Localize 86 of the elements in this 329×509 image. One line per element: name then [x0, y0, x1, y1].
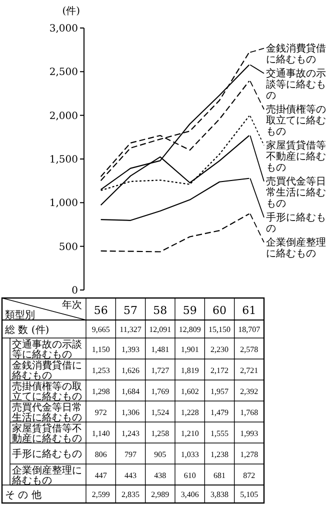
data-label: 1,727 [151, 366, 170, 375]
data-label: 2,721 [240, 366, 258, 375]
x-tick-label: 61 [242, 304, 256, 317]
text: 売掛債権等の取立てに絡むもの [266, 103, 326, 138]
data-label: 2,392 [240, 387, 258, 396]
x-tick-label: 58 [153, 304, 168, 317]
legend-label: 金銭消費貸借に絡むもの [266, 42, 326, 66]
data-label: 1,210 [180, 429, 199, 438]
data-label: 1,524 [151, 408, 170, 417]
data-label: 1,278 [240, 450, 258, 459]
text: 2,835 [122, 490, 140, 499]
y-tick-label: 500 [58, 242, 78, 253]
y-tick-label: 2,000 [49, 110, 78, 122]
data-label: 1,819 [180, 366, 199, 375]
y-axis-title: (件) [62, 6, 80, 17]
data-label: 1,479 [210, 408, 228, 417]
data-label: 1,768 [240, 408, 258, 417]
text: 11,327 [120, 325, 142, 334]
y-tick-label: 1,000 [49, 198, 78, 210]
data-label: 1,150 [92, 345, 110, 354]
x-tick-label: 59 [182, 304, 197, 317]
text: 年次 [62, 299, 82, 311]
data-label: 1,258 [151, 429, 170, 438]
data-label: 1,243 [122, 429, 140, 438]
text: 企業倒産整理に絡むもの [12, 466, 82, 486]
x-tick-label: 56 [94, 304, 108, 317]
data-label: 806 [94, 450, 107, 459]
text: 売買代金等日常生活に絡むもの [266, 175, 326, 210]
data-label: 447 [94, 471, 107, 480]
data-label: 972 [94, 408, 107, 417]
y-tick-label: 0 [72, 286, 78, 296]
data-label: 1,298 [92, 387, 110, 396]
data-label: 1,393 [122, 345, 140, 354]
data-label: 1,602 [180, 387, 199, 396]
text: 9,665 [92, 325, 110, 334]
data-label: 443 [124, 471, 136, 480]
data-label: 1,957 [210, 387, 228, 396]
data-label: 1,993 [240, 429, 258, 438]
text: そ の 他 [5, 489, 42, 501]
data-label: 681 [214, 471, 226, 480]
text: 企業倒産整理に絡むもの [266, 236, 326, 260]
text: 手形に絡むもの [266, 211, 326, 234]
y-tick-label: 2,500 [49, 67, 78, 78]
data-label: 1,140 [92, 429, 110, 438]
text: 12,809 [178, 325, 201, 334]
text: 手形に絡むもの [12, 449, 82, 460]
data-label: 1,901 [180, 345, 199, 354]
text: 売買代金等日常生活に絡むもの [12, 402, 82, 424]
text: 交通事故の示談等に絡むもの [12, 340, 82, 360]
data-label: 1,555 [210, 429, 228, 438]
text: 18,707 [238, 325, 260, 334]
text: 3,406 [180, 490, 199, 499]
text: 家屋賃貸借等不動産に絡むもの [12, 424, 82, 444]
y-tick-label: 1,500 [49, 154, 78, 166]
data-label: 1,033 [180, 450, 199, 459]
text: 15,150 [208, 325, 230, 334]
data-label: 1,481 [151, 345, 170, 354]
x-tick-label: 60 [212, 304, 226, 317]
data-label: 1,626 [122, 366, 140, 375]
text: 2,989 [151, 490, 170, 499]
text: 類型別 [5, 309, 35, 321]
data-label: 1,684 [122, 387, 140, 396]
legend-label: 交通事故の示談等に絡むもの [266, 67, 326, 102]
data-label: 1,769 [151, 387, 170, 396]
x-tick-label: 57 [124, 304, 138, 317]
y-tick-label: 3,000 [49, 24, 78, 34]
data-label: 1,238 [210, 450, 228, 459]
data-label: 797 [124, 450, 136, 459]
text: 12,091 [149, 325, 172, 334]
data-label: 2,230 [210, 345, 228, 354]
text: 3,838 [210, 490, 228, 499]
data-label: 1,253 [92, 366, 110, 375]
text: 売掛債権等の取立てに絡むもの [12, 382, 82, 402]
data-label: 610 [184, 471, 196, 480]
text: 総 数 (件) [4, 324, 50, 336]
data-label: 1,228 [180, 408, 199, 417]
data-label: 2,172 [210, 366, 228, 375]
data-label: 905 [154, 450, 166, 459]
data-label: 1,306 [122, 408, 140, 417]
text: 5,105 [240, 490, 258, 499]
data-label: 438 [154, 471, 166, 480]
data-label: 872 [243, 471, 256, 480]
text: 2,599 [92, 490, 110, 499]
text: 家屋賃貸借等不動産に絡むもの [266, 139, 326, 174]
data-label: 2,578 [240, 345, 258, 354]
text: 金銭消費貸借に絡むもの [12, 360, 82, 382]
